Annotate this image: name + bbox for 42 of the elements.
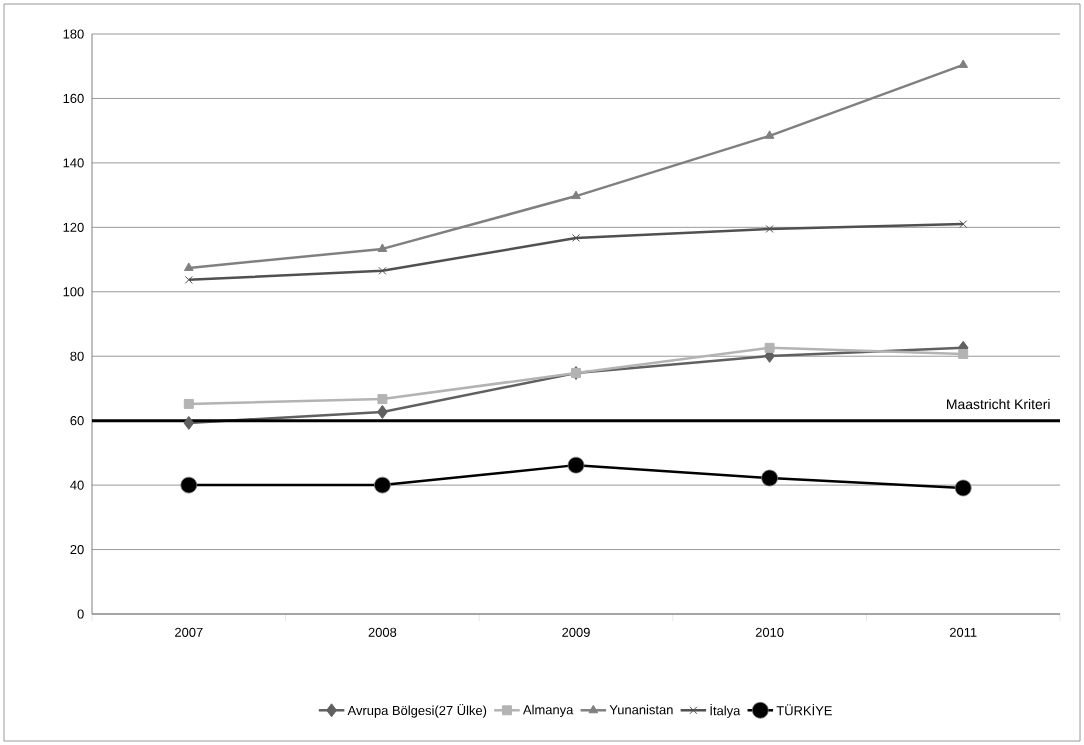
y-tick-label: 60 <box>70 416 84 426</box>
y-tick-label: 100 <box>63 287 84 297</box>
point <box>183 415 195 430</box>
point <box>958 59 969 68</box>
point <box>378 266 387 275</box>
y-tick-label: 140 <box>63 158 84 168</box>
legend-label: Avrupa Bölgesi(27 Ülke) <box>347 704 487 718</box>
point <box>377 394 388 405</box>
point <box>765 224 774 233</box>
point <box>959 220 968 229</box>
y-tick-label: 20 <box>70 544 84 555</box>
point <box>571 190 581 200</box>
point <box>184 275 193 284</box>
y-tick-label: 0 <box>77 609 84 619</box>
y-tick-label: 80 <box>70 351 84 361</box>
point <box>761 469 778 487</box>
x-tick-label: 2010 <box>755 627 784 637</box>
x-tick-label: 2011 <box>949 627 977 637</box>
point <box>180 476 198 494</box>
x-tick-label: 2008 <box>368 627 397 637</box>
point <box>567 456 585 474</box>
point <box>764 130 775 139</box>
legend-label: Yunanistan <box>609 704 673 715</box>
x-tick-label: 2007 <box>175 627 203 637</box>
x-tick-label: 2009 <box>562 627 590 637</box>
point <box>377 404 388 419</box>
point <box>958 348 969 359</box>
point <box>377 243 388 252</box>
point <box>374 476 391 494</box>
ref-line-label: Maastricht Kriteri <box>947 398 1050 410</box>
legend-label: TÜRKİYE <box>776 703 832 716</box>
legend-label: İtalya <box>710 703 741 718</box>
point <box>954 479 972 497</box>
y-tick-label: 120 <box>63 222 84 232</box>
point <box>571 233 581 242</box>
y-tick-label: 40 <box>70 480 84 490</box>
point <box>183 398 194 409</box>
point <box>764 342 775 353</box>
point <box>183 262 194 271</box>
y-tick-label: 180 <box>63 29 84 39</box>
y-tick-label: 160 <box>63 93 84 104</box>
legend-label: Almanya <box>522 704 574 717</box>
